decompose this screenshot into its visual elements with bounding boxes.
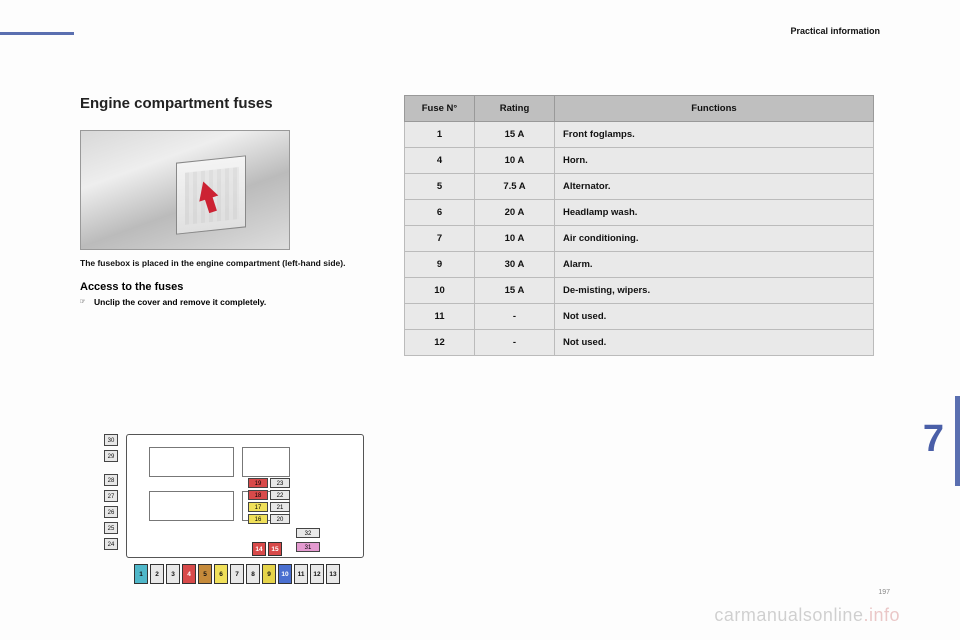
table-cell: 9 [405,252,475,278]
subheading: Access to the fuses [80,281,360,293]
table-row: 115 AFront foglamps. [405,122,874,148]
fuse-diagram: 3029282726252419231822172116203231141512… [80,420,370,590]
table-header: Fuse N° [405,96,475,122]
table-cell: 30 A [475,252,555,278]
diagram-bottom-fuse: 8 [246,564,260,584]
table-row: 12-Not used. [405,330,874,356]
table-cell: 15 A [475,122,555,148]
diagram-side-box: 25 [104,522,118,534]
table-cell: Not used. [555,304,874,330]
accent-bar [0,32,74,35]
diagram-bottom-fuse: 9 [262,564,276,584]
table-cell: 1 [405,122,475,148]
bullet-icon: ☞ [80,297,94,307]
diagram-bottom-fuse: 5 [198,564,212,584]
table-cell: 20 A [475,200,555,226]
table-cell: - [475,304,555,330]
table-cell: 5 [405,174,475,200]
table-header: Rating [475,96,555,122]
diagram-bottom-fuse: 11 [294,564,308,584]
table-row: 57.5 AAlternator. [405,174,874,200]
diagram-side-box: 26 [104,506,118,518]
table-row: 620 AHeadlamp wash. [405,200,874,226]
table-row: 410 AHorn. [405,148,874,174]
illustration-caption: The fusebox is placed in the engine comp… [80,258,360,269]
left-column: Engine compartment fuses The fusebox is … [80,95,360,307]
diagram-bottom-fuse: 12 [310,564,324,584]
table-cell: 4 [405,148,475,174]
table-row: 1015 ADe-misting, wipers. [405,278,874,304]
diagram-bottom-fuse: 6 [214,564,228,584]
table-cell: - [475,330,555,356]
diagram-grid-box: 17 [248,502,268,512]
diagram-aux-box: 31 [296,542,320,552]
chapter-side-bar [955,396,960,486]
diagram-grid-box: 16 [248,514,268,524]
table-row: 710 AAir conditioning. [405,226,874,252]
section-header: Practical information [790,26,880,36]
diagram-bottom-fuse: 4 [182,564,196,584]
diagram-grid-box: 18 [248,490,268,500]
diagram-red-fuse: 14 [252,542,266,556]
diagram-side-box: 24 [104,538,118,550]
diagram-bottom-fuse: 13 [326,564,340,584]
table-cell: Alternator. [555,174,874,200]
instruction-row: ☞ Unclip the cover and remove it complet… [80,297,360,307]
diagram-board [126,434,364,558]
table-cell: Alarm. [555,252,874,278]
table-cell: 10 A [475,148,555,174]
diagram-bottom-fuse: 1 [134,564,148,584]
diagram-side-box: 29 [104,450,118,462]
table-row: 11-Not used. [405,304,874,330]
empty-slot [149,491,234,521]
diagram-side-box: 30 [104,434,118,446]
watermark-b: .info [863,605,900,625]
table-cell: 6 [405,200,475,226]
empty-slot [149,447,234,477]
table-cell: 12 [405,330,475,356]
watermark: carmanualsonline.info [714,605,900,626]
diagram-grid-box: 20 [270,514,290,524]
diagram-grid-box: 21 [270,502,290,512]
table-cell: Headlamp wash. [555,200,874,226]
page-number: 197 [878,589,890,596]
table-cell: De-misting, wipers. [555,278,874,304]
diagram-aux-box: 32 [296,528,320,538]
instruction-text: Unclip the cover and remove it completel… [94,297,360,307]
diagram-grid-box: 23 [270,478,290,488]
table-cell: 10 A [475,226,555,252]
diagram-bottom-fuse: 10 [278,564,292,584]
table-cell: Horn. [555,148,874,174]
diagram-grid-box: 19 [248,478,268,488]
page-title: Engine compartment fuses [80,95,360,112]
table-cell: Front foglamps. [555,122,874,148]
table-row: 930 AAlarm. [405,252,874,278]
diagram-bottom-fuse: 3 [166,564,180,584]
table-header: Functions [555,96,874,122]
table-cell: 11 [405,304,475,330]
engine-illustration [80,130,290,250]
table-cell: 7.5 A [475,174,555,200]
chapter-number: 7 [923,418,944,461]
table-cell: Air conditioning. [555,226,874,252]
empty-slot [242,447,290,477]
table-cell: 15 A [475,278,555,304]
table-cell: Not used. [555,330,874,356]
diagram-side-box: 27 [104,490,118,502]
fuse-table: Fuse N°RatingFunctions 115 AFront foglam… [404,95,874,356]
diagram-bottom-fuse: 2 [150,564,164,584]
diagram-bottom-fuse: 7 [230,564,244,584]
watermark-a: carmanualsonline [714,605,863,625]
diagram-red-fuse: 15 [268,542,282,556]
table-cell: 10 [405,278,475,304]
diagram-side-box: 28 [104,474,118,486]
table-cell: 7 [405,226,475,252]
diagram-grid-box: 22 [270,490,290,500]
